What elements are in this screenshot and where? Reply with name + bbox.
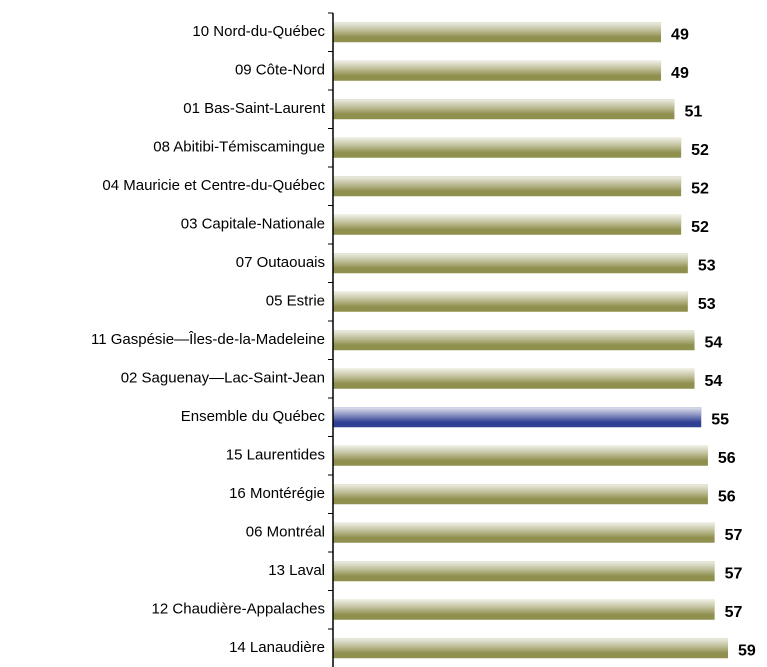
category-label: 10 Nord-du-Québec: [192, 23, 325, 40]
value-label: 57: [725, 565, 743, 582]
bar-shine: [333, 445, 708, 461]
category-label: 16 Montérégie: [229, 485, 325, 502]
bar-shine: [333, 522, 715, 538]
value-label: 49: [671, 26, 689, 43]
value-label: 53: [698, 257, 716, 274]
category-label: 13 Laval: [268, 562, 325, 579]
bar-shine: [333, 368, 695, 384]
bar-shine: [333, 599, 715, 615]
category-label: 08 Abitibi-Témiscamingue: [153, 139, 325, 156]
value-label: 52: [691, 180, 709, 197]
value-label: 56: [718, 450, 736, 467]
value-label: 55: [711, 411, 729, 428]
category-label: 01 Bas-Saint-Laurent: [183, 100, 326, 117]
bar-shine: [333, 214, 682, 230]
value-label: 49: [671, 65, 689, 82]
category-label: 14 Lanaudière: [229, 639, 325, 656]
category-label: 11 Gaspésie—Îles-de-la-Madeleine: [91, 331, 325, 348]
value-label: 59: [738, 642, 756, 659]
value-label: 51: [684, 103, 702, 120]
bar-shine: [333, 22, 662, 38]
category-label: 06 Montréal: [246, 524, 325, 541]
value-label: 53: [698, 296, 716, 313]
value-label: 56: [718, 488, 736, 505]
bar-shine: [333, 176, 682, 192]
bar-shine: [333, 407, 702, 423]
bar-shine: [333, 253, 688, 269]
bar-shine: [333, 99, 675, 115]
value-label: 57: [725, 527, 743, 544]
bar-shine: [333, 561, 715, 577]
bar-shine: [333, 330, 695, 346]
category-label: 07 Outaouais: [236, 254, 325, 271]
category-label: 04 Mauricie et Centre-du-Québec: [102, 177, 325, 194]
value-label: 54: [705, 334, 723, 351]
value-label: 52: [691, 142, 709, 159]
category-label: Ensemble du Québec: [181, 408, 326, 425]
bar-shine: [333, 484, 708, 500]
category-label: 12 Chaudière-Appalaches: [152, 601, 325, 618]
value-label: 57: [725, 604, 743, 621]
category-label: 03 Capitale-Nationale: [181, 216, 325, 233]
bar-shine: [333, 638, 728, 654]
category-label: 15 Laurentides: [226, 447, 325, 464]
bar-shine: [333, 60, 662, 76]
category-label: 02 Saguenay—Lac-Saint-Jean: [121, 370, 325, 387]
category-label: 05 Estrie: [266, 293, 325, 310]
value-label: 52: [691, 219, 709, 236]
category-label: 09 Côte-Nord: [235, 62, 325, 79]
value-label: 54: [705, 373, 723, 390]
bar-shine: [333, 137, 682, 153]
bar-shine: [333, 291, 688, 307]
